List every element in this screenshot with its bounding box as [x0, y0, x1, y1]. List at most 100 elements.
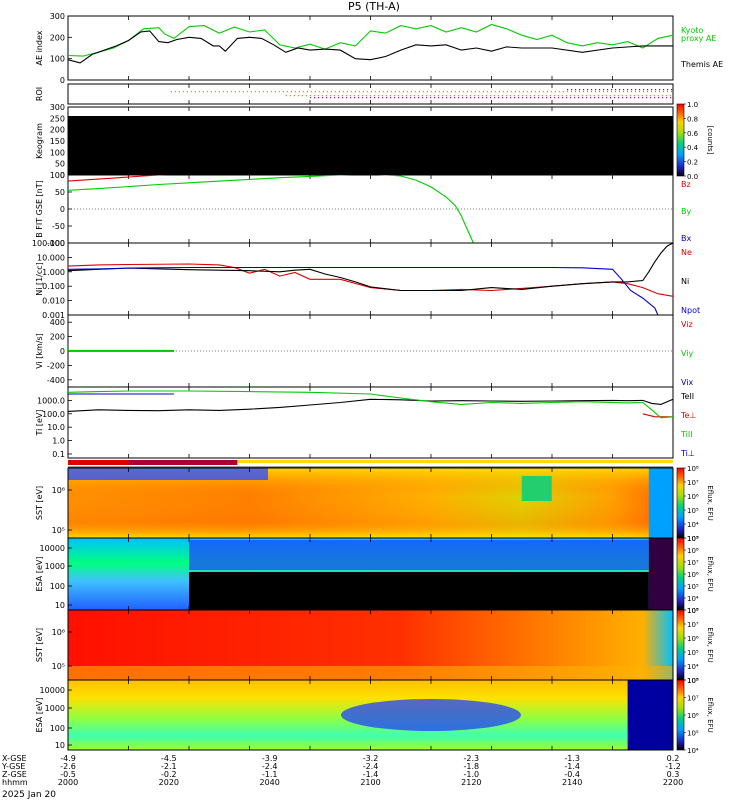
esa-i-blue-patch	[341, 699, 521, 731]
esa-i-colorbar-tick-label: 10⁴	[687, 747, 699, 755]
x-axis-tick-value: -2.3	[464, 754, 480, 763]
keogram-ytick-label: 300	[50, 103, 65, 112]
esa-i-colorbar	[676, 679, 685, 751]
esa-i-ytick-label: 100	[50, 724, 65, 733]
x-axis-tick-value: 2200	[663, 778, 683, 787]
density-ytick-label: 100.000	[32, 239, 65, 248]
x-axis-row-label: Y-GSE	[1, 762, 25, 771]
temperature-series-2	[67, 390, 674, 419]
x-axis-tick-value: -1.3	[564, 754, 580, 763]
bfield-ytick-label: -50	[52, 222, 65, 231]
esa-e-blue-band	[189, 540, 649, 570]
velocity-ylabel: Vi [km/s]	[35, 333, 44, 369]
density-ytick-label: 0.100	[42, 282, 65, 291]
keogram-colorbar-tick-label: 0.4	[687, 144, 699, 152]
keogram-ytick-label: 50	[55, 160, 65, 169]
temperature-ylabel: Ti [eV]	[35, 409, 44, 436]
esa-i-colorbar-tick-label: 10⁵	[687, 730, 699, 738]
ae-ytick-label: 200	[50, 33, 65, 42]
temperature-frame	[67, 386, 674, 459]
keogram-colorbar-label: [counts]	[706, 126, 714, 155]
x-axis-tick-value: -2.4	[363, 762, 379, 771]
keogram-image	[68, 116, 673, 175]
x-axis-tick-value: -3.9	[262, 754, 278, 763]
keogram-ytick-label: 150	[50, 137, 65, 146]
temperature-ytick-label: 0.1	[52, 450, 65, 459]
sst-e-colorbar-tick-label: 10⁴	[687, 521, 699, 529]
keogram-ylabel: Keogram	[35, 123, 44, 159]
temperature-ytick-label: 1000.0	[37, 396, 65, 405]
esa-e-end-band	[648, 538, 673, 610]
temperature-legend-3: Ti⊥	[680, 449, 695, 458]
ae-ytick-label: 300	[50, 12, 65, 21]
density-series-1	[67, 242, 674, 292]
sst-i-ylabel: SST [eV]	[35, 628, 44, 662]
velocity-legend-2: Vix	[681, 378, 694, 387]
sst-e-green-patch	[521, 476, 552, 501]
ae-ylabel: AE index	[35, 30, 44, 65]
region-bar-segment-2	[237, 460, 673, 463]
x-axis-tick-value: -2.6	[60, 762, 76, 771]
esa-e-colorbar-tick-label: 10⁵	[687, 583, 699, 591]
x-axis-tick-value: -0.2	[161, 770, 177, 779]
ae-series-1	[67, 30, 673, 64]
esa-e-colorbar-tick-label: 10⁷	[687, 559, 699, 567]
temperature-ytick-label: 1.0	[52, 437, 65, 446]
x-axis-tick-value: -2.1	[161, 762, 177, 771]
keogram-colorbar	[676, 103, 685, 177]
temperature-ytick-label: 100.0	[42, 410, 65, 419]
esa-e-colorbar-tick-label: 10⁶	[687, 571, 699, 579]
esa-i-colorbar-label: Eflux, EFU	[706, 697, 714, 732]
velocity-ytick-label: 400	[50, 318, 65, 327]
velocity-legend-1: Viy	[681, 349, 694, 358]
sst-i-low-energy-band	[68, 666, 673, 680]
esa-i-ytick-label: 10000	[40, 686, 65, 695]
x-axis-tick-value: -1.4	[564, 762, 580, 771]
velocity-ytick-label: 0	[60, 347, 65, 356]
x-axis-tick-value: -1.8	[464, 762, 480, 771]
ae-ytick-label: 0	[60, 76, 65, 85]
sst-e-colorbar-tick-label: 10⁷	[687, 479, 699, 487]
x-axis-tick-value: 0.3	[667, 770, 680, 779]
esa-i-colorbar-tick-label: 10⁸	[687, 677, 699, 685]
x-axis-tick-value: 2140	[562, 778, 582, 787]
sst-e-colorbar-tick-label: 10⁵	[687, 507, 699, 515]
sst-e-low-band	[68, 468, 268, 480]
x-axis-tick-value: -1.0	[464, 770, 480, 779]
keogram-colorbar-tick-label: 0.6	[687, 130, 699, 138]
esa-i-ytick-label: 10	[55, 741, 65, 750]
esa-e-ytick-label: 10	[55, 601, 65, 610]
bfield-ytick-label: -100	[47, 239, 65, 248]
density-ytick-label: 0.001	[42, 311, 65, 320]
sst-i-colorbar-tick-label: 10⁷	[687, 621, 699, 629]
temperature-legend-2: TiII	[680, 430, 693, 439]
sst-i-ytick-label: 10⁵	[52, 662, 65, 671]
sst-i-ytick-label: 10⁶	[52, 628, 65, 637]
x-axis-tick-value: -4.5	[161, 754, 177, 763]
x-axis-tick-value: -1.2	[665, 762, 681, 771]
esa-e-colorbar-tick-label: 10⁴	[687, 595, 699, 603]
esa-e-ytick-label: 100	[50, 582, 65, 591]
density-series-2	[67, 266, 659, 316]
sst-e-ylabel: SST [eV]	[35, 486, 44, 520]
sst-i-colorbar-tick-label: 10³	[687, 677, 699, 685]
bfield-legend-0: Bz	[681, 180, 691, 189]
sst-i-colorbar-tick-label: 10⁴	[687, 663, 699, 671]
bfield-ytick-label: 100	[50, 171, 65, 180]
keogram-ytick-label: 200	[50, 126, 65, 135]
esa-e-colorbar-tick-label: 10⁸	[687, 547, 699, 555]
bfield-legend-2: Bx	[681, 234, 691, 243]
ae-series-0	[67, 23, 674, 57]
x-axis-tick-value: 2120	[461, 778, 481, 787]
sst-i-colorbar-tick-label: 10⁸	[687, 607, 699, 615]
sst-i-colorbar-label: Eflux, EFU	[706, 627, 714, 662]
esa-e-colorbar	[676, 537, 685, 611]
velocity-ytick-label: -200	[47, 361, 65, 370]
sst-e-colorbar-tick-label: 10⁸	[687, 465, 699, 473]
keogram-colorbar-tick-label: 1.0	[687, 101, 698, 109]
sst-e-colorbar-tick-label: 10³	[687, 535, 699, 543]
esa-e-colorbar-label: Eflux, EFU	[706, 556, 714, 591]
keogram-ytick-label: 0	[60, 171, 65, 180]
x-axis-tick-value: 0.2	[667, 754, 680, 763]
